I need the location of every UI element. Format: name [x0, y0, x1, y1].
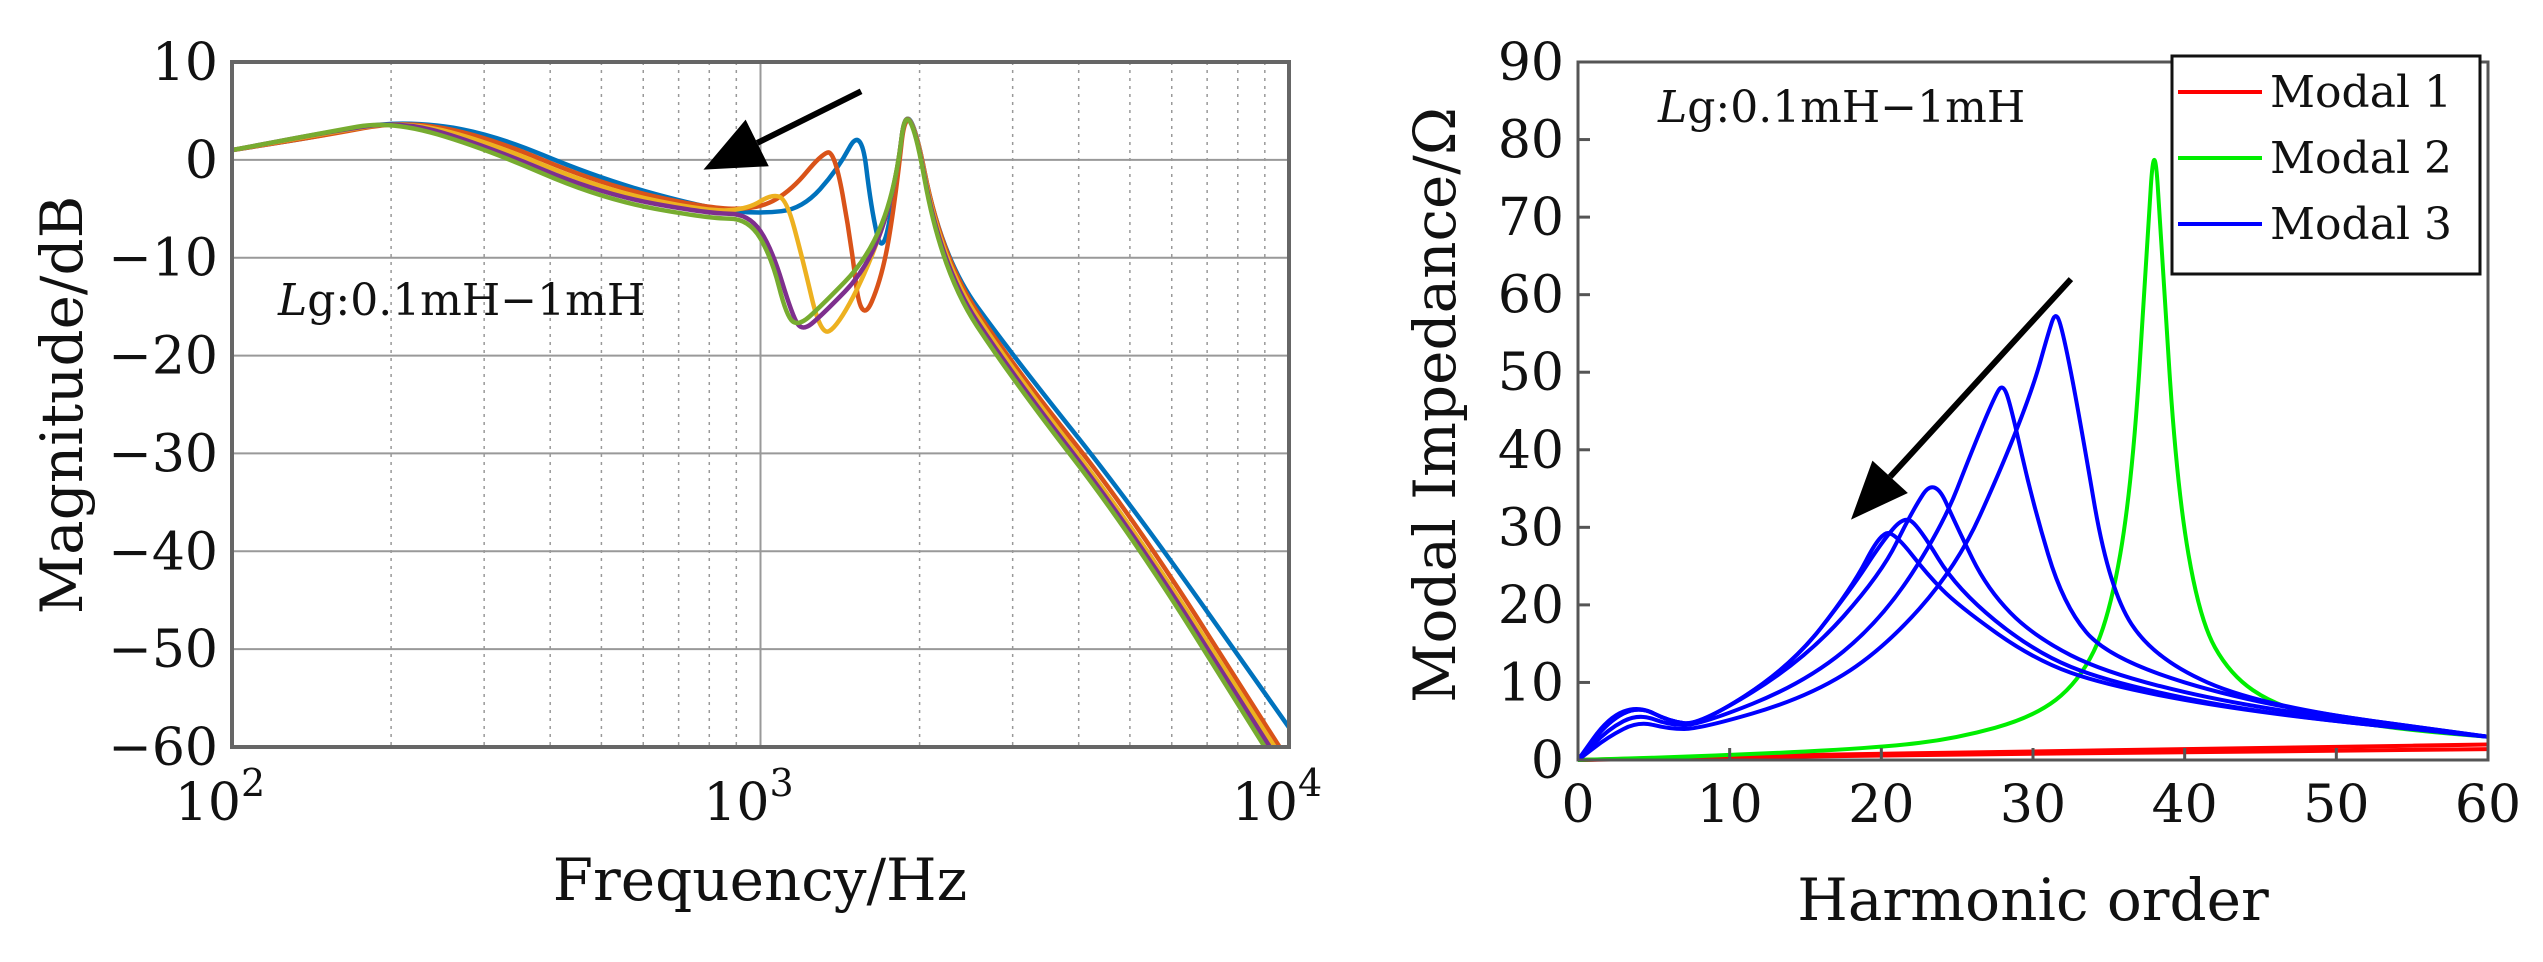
impedance-x-tick-label: 40 — [2152, 775, 2218, 835]
impedance-x-tick-label: 50 — [2303, 775, 2369, 835]
bode-series-line — [231, 116, 1272, 749]
bode-y-tick-label: −30 — [108, 424, 218, 484]
impedance-y-tick-label: 30 — [1498, 498, 1564, 558]
impedance-series-line — [1577, 157, 2489, 762]
bode-annotation-italic: L — [277, 275, 307, 326]
impedance-legend: Modal 1 Modal 2 Modal 3 — [2170, 54, 2482, 276]
bode-annotation-rest: g:0.1mH−1mH — [307, 275, 645, 326]
impedance-y-tick-label: 70 — [1498, 188, 1564, 248]
impedance-y-tick-label: 60 — [1498, 266, 1564, 326]
impedance-series — [1576, 157, 2489, 762]
bode-x-tick-label: 102 — [175, 761, 265, 833]
impedance-x-tick-label: 60 — [2455, 775, 2521, 835]
impedance-y-tick-label: 80 — [1498, 111, 1564, 171]
bode-x-tick-exp: 3 — [769, 761, 793, 805]
bode-annotation: Lg:0.1mH−1mH — [277, 275, 645, 326]
impedance-y-tick-label: 90 — [1498, 33, 1564, 93]
impedance-arrow-shaft — [1887, 277, 2074, 479]
impedance-y-tick-label: 0 — [1531, 731, 1564, 791]
bode-y-tick-labels: 10 0 −10 −20 −30 −40 −50 −60 — [108, 33, 218, 778]
impedance-series-line — [1576, 385, 2489, 762]
impedance-y-axis-label: Modal Impedance/Ω — [1401, 107, 1469, 703]
bode-y-tick-label: −10 — [108, 229, 218, 289]
bode-x-tick-label: 103 — [703, 761, 793, 833]
impedance-annotation-rest: g:0.1mH−1mH — [1687, 82, 2025, 133]
bode-x-tick-labels: 102 103 104 — [175, 761, 1322, 833]
bode-y-tick-label: −20 — [108, 327, 218, 387]
bode-series — [231, 116, 1291, 749]
bode-y-tick-label: 10 — [152, 33, 218, 93]
impedance-x-tick-labels: 0 10 20 30 40 50 60 — [1561, 775, 2521, 835]
impedance-arrow-head — [1851, 460, 1908, 520]
impedance-x-tick-label: 20 — [1848, 775, 1914, 835]
legend-label: Modal 1 — [2270, 67, 2452, 118]
bode-y-axis-label: Magnitude/dB — [28, 196, 96, 614]
bode-x-tick-base: 10 — [175, 773, 241, 833]
impedance-annotation-italic: L — [1657, 82, 1687, 133]
bode-x-tick-base: 10 — [1232, 773, 1298, 833]
bode-x-tick-label: 104 — [1232, 761, 1322, 833]
bode-x-tick-base: 10 — [703, 773, 769, 833]
bode-y-tick-label: −50 — [108, 620, 218, 680]
bode-series-line — [231, 117, 1267, 749]
bode-y-tick-label: −40 — [108, 522, 218, 582]
bode-x-axis-label: Frequency/Hz — [553, 846, 967, 914]
bode-x-tick-exp: 2 — [241, 761, 265, 805]
bode-arrow — [703, 88, 863, 170]
impedance-x-tick-label: 30 — [2000, 775, 2066, 835]
legend-entries: Modal 1 Modal 2 Modal 3 — [2178, 67, 2452, 250]
bode-arrow-shaft — [755, 88, 863, 146]
legend-label: Modal 3 — [2270, 199, 2452, 250]
bode-arrow-head — [703, 119, 769, 170]
impedance-y-tick-labels: 0 10 20 30 40 50 60 70 80 90 — [1498, 33, 1564, 791]
impedance-arrow — [1851, 277, 2074, 520]
bode-y-tick-label: 0 — [185, 131, 218, 191]
impedance-y-tick-label: 20 — [1498, 576, 1564, 636]
impedance-y-tick-label: 40 — [1498, 421, 1564, 481]
impedance-chart: 0 10 20 30 40 50 60 70 80 90 0 10 20 30 40 50 60 Harmon… — [1401, 33, 2521, 934]
bode-chart: 100−10−20−30−40−50−60 102 103 104 Frequenc… — [28, 33, 1322, 914]
impedance-y-tick-label: 50 — [1498, 343, 1564, 403]
impedance-y-tick-label: 10 — [1498, 653, 1564, 713]
impedance-x-tick-label: 10 — [1697, 775, 1763, 835]
impedance-series-line — [1576, 531, 2489, 762]
bode-series-line — [231, 118, 1282, 749]
impedance-x-axis-label: Harmonic order — [1797, 866, 2269, 934]
impedance-annotation: Lg:0.1mH−1mH — [1657, 82, 2025, 133]
bode-series-line — [231, 116, 1277, 749]
impedance-x-tick-label: 0 — [1561, 775, 1594, 835]
bode-plot-frame — [230, 60, 1291, 749]
legend-label: Modal 2 — [2270, 133, 2452, 184]
bode-x-tick-exp: 4 — [1298, 761, 1322, 805]
impedance-ticks — [1576, 60, 2490, 762]
bode-y-tick-label: −60 — [108, 718, 218, 778]
